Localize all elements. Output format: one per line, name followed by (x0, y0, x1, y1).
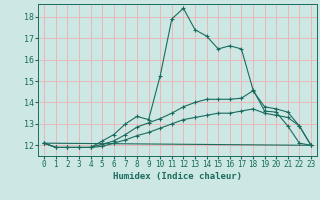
X-axis label: Humidex (Indice chaleur): Humidex (Indice chaleur) (113, 172, 242, 181)
